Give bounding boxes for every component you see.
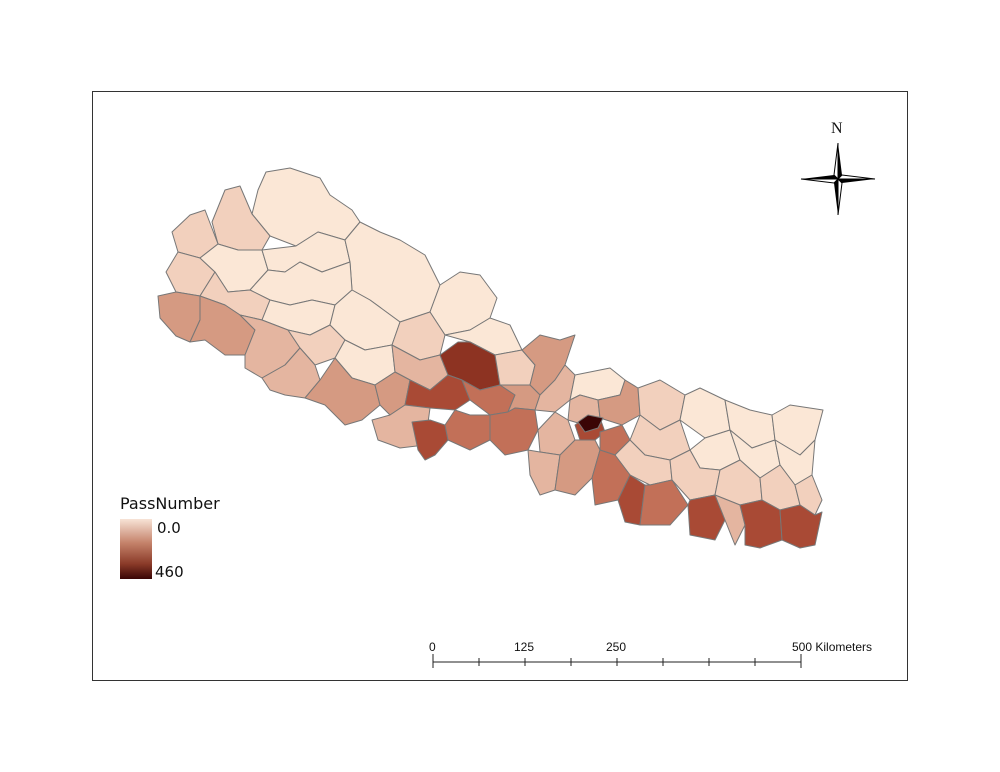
district-region [679,387,731,439]
scale-label-0: 0 [429,640,436,654]
district-region [304,357,381,426]
legend-max-label: 460 [155,563,184,581]
scale-bar [432,654,802,668]
district-region [639,479,689,526]
scale-label-500: 500 Kilometers [792,640,873,654]
north-label: N [831,120,843,137]
district-region [739,499,783,549]
district-region [411,419,449,461]
district-region [569,367,626,401]
district-region [714,494,746,546]
scale-label-125: 125 [514,640,535,654]
legend-color-ramp [120,519,152,579]
compass-rose-icon [800,142,876,216]
district-region [779,504,823,549]
map-frame [92,91,908,681]
district-region [189,295,256,356]
district-region [444,409,491,451]
district-region [489,407,539,456]
legend-min-label: 0.0 [157,519,181,537]
scale-label-250: 250 [606,640,627,654]
district-region [794,474,823,516]
district-region [577,414,604,433]
legend-title: PassNumber [120,494,220,513]
